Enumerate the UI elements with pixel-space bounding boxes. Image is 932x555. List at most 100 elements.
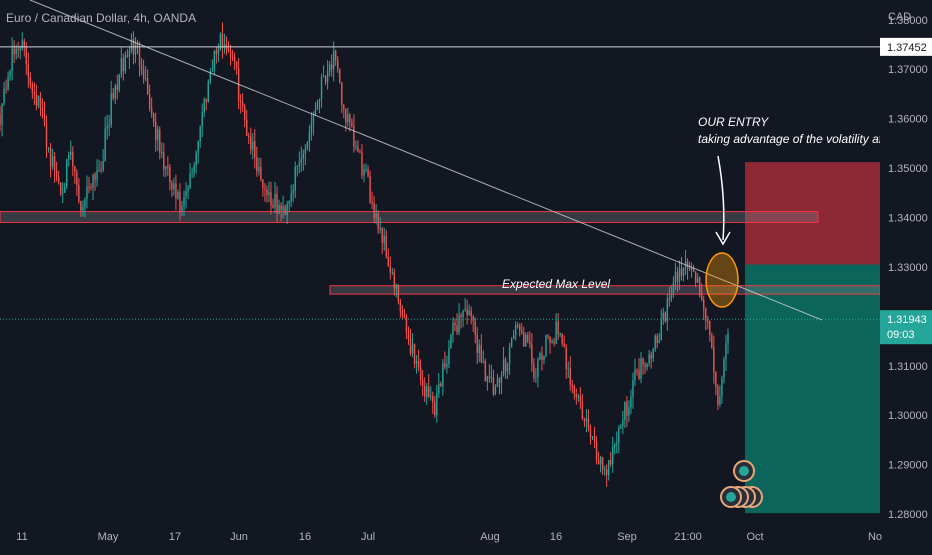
candle bbox=[13, 40, 15, 64]
candle-body bbox=[466, 309, 468, 316]
entry-arrow bbox=[717, 155, 725, 241]
candle-body bbox=[514, 325, 517, 336]
candle-body bbox=[444, 363, 446, 368]
take-profit-zone[interactable] bbox=[745, 264, 880, 514]
candle bbox=[421, 370, 424, 397]
candle bbox=[452, 317, 454, 343]
candle bbox=[715, 370, 717, 396]
candle-body bbox=[456, 325, 458, 333]
entry-title: OUR ENTRY bbox=[698, 115, 769, 129]
entry-circle[interactable] bbox=[705, 252, 739, 308]
candle bbox=[440, 381, 442, 387]
candle bbox=[19, 45, 21, 60]
candle-body bbox=[527, 334, 529, 342]
candle-body bbox=[705, 308, 707, 321]
candle-body bbox=[440, 383, 442, 387]
price-axis-background bbox=[880, 0, 932, 524]
x-tick-label-5: Jul bbox=[361, 531, 375, 543]
candle-body bbox=[106, 126, 108, 129]
candle-body bbox=[108, 124, 110, 127]
trend-line[interactable] bbox=[29, 0, 823, 321]
candle bbox=[565, 344, 567, 379]
candle-body bbox=[187, 187, 189, 192]
candle bbox=[128, 47, 131, 69]
candle-body bbox=[349, 114, 351, 123]
candle bbox=[397, 284, 400, 305]
candle bbox=[231, 49, 234, 61]
candle-body bbox=[241, 102, 244, 107]
candle bbox=[674, 262, 677, 291]
candle bbox=[480, 334, 482, 364]
candle bbox=[577, 393, 580, 402]
candle bbox=[74, 165, 76, 184]
candle bbox=[110, 80, 112, 128]
candle bbox=[185, 182, 187, 209]
candle bbox=[516, 322, 519, 329]
candle bbox=[203, 97, 205, 118]
candle-body bbox=[229, 50, 232, 58]
candle-body bbox=[215, 50, 218, 54]
candle bbox=[45, 115, 48, 158]
candle bbox=[3, 81, 5, 106]
candle bbox=[555, 313, 557, 345]
candle-body bbox=[543, 355, 545, 361]
price-axis[interactable]: CAD 1.38000 1.37000 1.36000 1.35000 1.34000 1… bbox=[880, 0, 932, 524]
candle-body bbox=[555, 321, 557, 344]
candle bbox=[262, 179, 264, 197]
candle-body bbox=[401, 311, 404, 316]
candle bbox=[680, 256, 683, 281]
candle-body bbox=[157, 129, 159, 141]
candle-body bbox=[292, 190, 294, 194]
candle-body bbox=[169, 166, 171, 183]
upper-zone[interactable] bbox=[0, 211, 819, 223]
candle bbox=[587, 409, 590, 432]
candle-body bbox=[37, 95, 40, 106]
candle bbox=[725, 334, 727, 371]
candle-body bbox=[64, 186, 66, 193]
candle-body bbox=[304, 148, 307, 154]
time-axis[interactable]: 11 May 17 Jun 16 Jul Aug 16 Sep 21:00 Oct No bbox=[0, 524, 932, 550]
candle bbox=[310, 112, 313, 141]
candle-body bbox=[575, 394, 578, 398]
candle-body bbox=[589, 428, 592, 438]
candle-body bbox=[715, 372, 717, 388]
candle-body bbox=[94, 174, 96, 180]
y-tick-label-0: 1.38000 bbox=[888, 15, 928, 27]
candle bbox=[248, 132, 250, 144]
candle-body bbox=[274, 193, 276, 208]
x-tick-label-4: 16 bbox=[299, 531, 311, 543]
candle bbox=[385, 229, 387, 259]
candle bbox=[549, 336, 551, 354]
candle-body bbox=[680, 268, 683, 276]
candle-body bbox=[306, 142, 309, 149]
candle-body bbox=[504, 359, 507, 372]
candle bbox=[658, 332, 660, 344]
candle bbox=[428, 374, 430, 399]
candle-body bbox=[434, 402, 436, 416]
candle-body bbox=[421, 380, 424, 387]
candle-body bbox=[470, 310, 472, 317]
candle-body bbox=[258, 166, 260, 172]
candle-body bbox=[59, 183, 62, 194]
stop-loss-zone[interactable] bbox=[745, 162, 880, 265]
candle-body bbox=[551, 341, 553, 343]
candle-body bbox=[175, 183, 177, 199]
candle bbox=[401, 305, 404, 320]
candle bbox=[330, 54, 333, 77]
candle-body bbox=[666, 298, 669, 322]
candle-body bbox=[541, 353, 543, 361]
candle-body bbox=[268, 192, 270, 195]
candle bbox=[719, 385, 721, 408]
event-icons[interactable] bbox=[720, 460, 763, 508]
candle-body bbox=[5, 88, 7, 90]
candle bbox=[92, 173, 94, 201]
candle-body bbox=[161, 152, 163, 154]
candle bbox=[243, 103, 246, 128]
candle bbox=[106, 114, 108, 140]
candle-body bbox=[725, 342, 727, 360]
candle-body bbox=[664, 312, 667, 322]
candle bbox=[122, 53, 125, 81]
candle-body bbox=[561, 333, 563, 344]
